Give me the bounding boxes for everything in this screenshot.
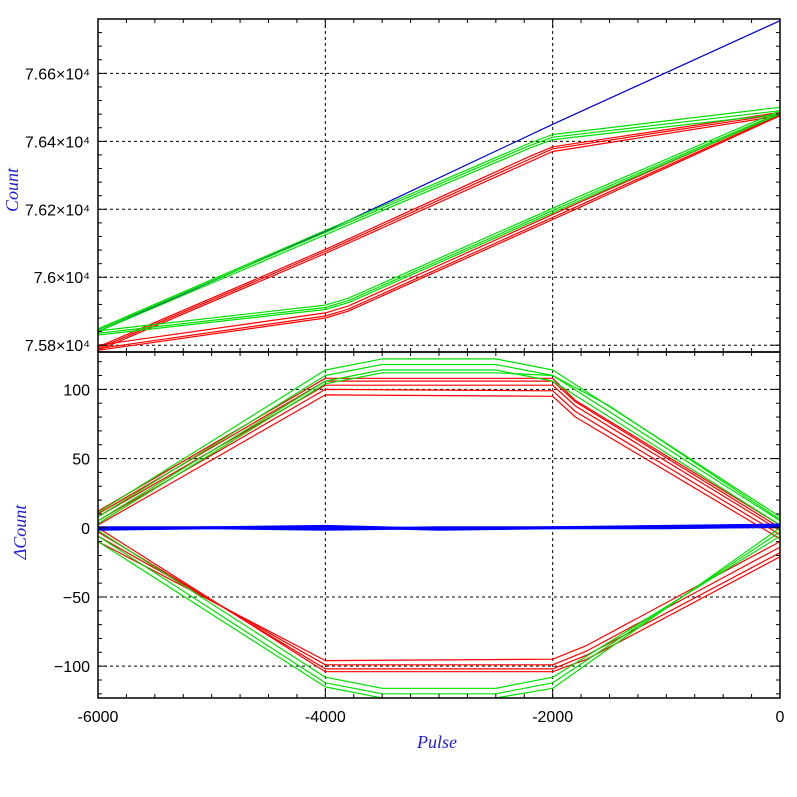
- bottom-series-0-line-0: [98, 394, 780, 540]
- bottom-panel: -6000 -4000 -2000 0 −100 −50 0 50 100 ΔCount Pul…: [10, 351, 785, 752]
- bottom-series-0-line-1: [98, 388, 780, 536]
- top-grid: [98, 19, 780, 352]
- x-tick-label: -2000: [532, 709, 573, 726]
- bottom-series-1-line-2: [98, 358, 780, 518]
- top-series-2-line-2: [98, 110, 780, 332]
- x-axis-title: Pulse: [416, 732, 457, 752]
- bottom-series-1-line-0: [98, 369, 780, 526]
- top-y-tick-label: 7.64×10⁴: [25, 134, 90, 151]
- top-series-1-line-1: [98, 114, 780, 350]
- bottom-series-1-line-5: [98, 531, 780, 695]
- bottom-series-0-line-5: [98, 541, 780, 662]
- top-frame: [97, 18, 781, 353]
- top-series-2-line-4: [98, 110, 780, 331]
- bottom-y-tick-label: 0: [81, 521, 90, 538]
- bottom-series: [98, 358, 780, 698]
- top-series-2-line-3: [98, 113, 780, 333]
- x-tick-label: -4000: [305, 709, 346, 726]
- top-y-tick-label: 7.66×10⁴: [25, 66, 90, 83]
- top-series-2-line-5: [98, 106, 780, 330]
- x-tick-label: -6000: [78, 709, 119, 726]
- bottom-series-0-line-8: [98, 527, 780, 673]
- bottom-series-1-line-3: [98, 372, 780, 525]
- top-series-1-line-4: [98, 113, 780, 350]
- top-series-1-line-5: [98, 111, 780, 348]
- bottom-y-tick-label: −100: [54, 659, 90, 676]
- top-series: [98, 20, 780, 351]
- top-series-2-line-1: [98, 112, 780, 334]
- bottom-grid: [98, 352, 780, 698]
- top-panel: 7.58×10⁴7.6×10⁴7.62×10⁴7.64×10⁴7.66×10⁴ …: [2, 18, 781, 355]
- bottom-y-tick-label: 50: [72, 452, 90, 469]
- bottom-y-tick-label: 100: [63, 382, 90, 399]
- bottom-series-1-line-6: [98, 527, 780, 698]
- top-y-tick-label: 7.62×10⁴: [25, 202, 90, 219]
- x-tick-label: 0: [776, 709, 785, 726]
- bottom-series-0-line-2: [98, 384, 780, 532]
- bottom-frame: [97, 351, 781, 699]
- top-y-tick-label: 7.6×10⁴: [34, 270, 90, 287]
- bottom-series-0-line-3: [98, 380, 780, 529]
- bottom-y-tick-label: −50: [63, 590, 90, 607]
- bottom-series-1-line-1: [98, 363, 780, 522]
- top-ticks: 7.58×10⁴ 7.6×10⁴ 7.62×10⁴ 7.64×10⁴ 7.66×10⁴: [25, 18, 781, 355]
- bottom-ticks: -6000 -4000 -2000 0 −100 −50 0 50 100: [54, 352, 785, 726]
- top-y-axis-title: Count: [2, 167, 22, 212]
- top-series-1-line-2: [98, 112, 780, 346]
- top-series-1-line-3: [98, 115, 780, 351]
- top-series-1-line-0: [98, 115, 780, 351]
- bottom-y-axis-title: ΔCount: [10, 504, 30, 561]
- bottom-series-2-line-1: [98, 524, 780, 531]
- bottom-series-1-line-4: [98, 529, 780, 689]
- top-series-2-line-0: [98, 113, 780, 336]
- top-y-tick-label: 7.58×10⁴: [25, 338, 90, 355]
